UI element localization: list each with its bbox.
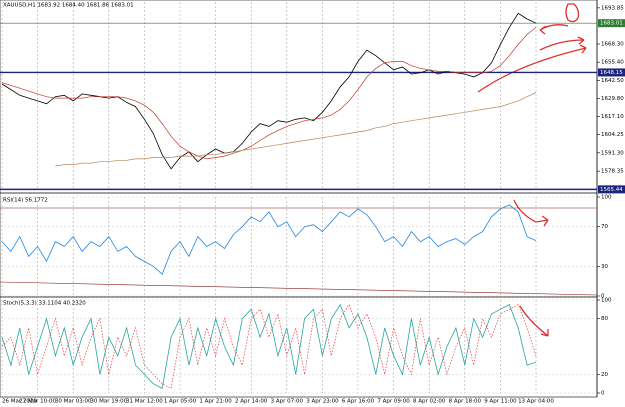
series-line — [1, 204, 537, 275]
x-tick-label: 9 Apr 11:00 — [484, 399, 517, 405]
level-label: 1565.44 — [600, 187, 623, 193]
y-tick-label: 1591.30 — [601, 150, 624, 156]
y-tick-label: 1604.25 — [601, 132, 624, 138]
annotation-arrow — [539, 36, 585, 51]
trend-line — [0, 281, 598, 296]
level-label: 1648.15 — [600, 70, 623, 76]
plot-frame — [0, 0, 598, 398]
y-tick-label: 80 — [601, 316, 608, 322]
x-tick-label: 7 Apr 09:00 — [377, 399, 410, 405]
x-tick-label: 8 Apr 02:00 — [413, 399, 446, 405]
x-tick-label: 2 Apr 14:00 — [235, 399, 268, 405]
x-tick-label: 13 Apr 04:00 — [518, 399, 554, 405]
level-label-box — [598, 185, 625, 194]
pane-title: XAUUSD,H1 1683.92 1684.40 1681.86 1683.0… — [3, 3, 134, 9]
series-line — [1, 303, 537, 389]
y-tick-label: 1629.80 — [601, 96, 624, 102]
y-tick-label: 1693.85 — [601, 5, 624, 11]
x-tick-label: 31 Mar 12:00 — [126, 399, 163, 405]
y-tick-label: 1617.10 — [601, 114, 624, 120]
level-label-box — [598, 68, 625, 77]
pane-title: Stoch(5,3,3) 33.1104 40.2320 — [3, 301, 86, 307]
level-label-box — [598, 19, 625, 28]
y-tick-label: 1655.40 — [601, 60, 624, 66]
series-line — [1, 27, 537, 160]
y-tick-label: 100 — [601, 298, 612, 304]
series-line — [55, 92, 537, 167]
y-tick-label: 1578.35 — [601, 169, 624, 175]
x-tick-label: 26 Mar 2020 — [2, 399, 37, 405]
annotation-circle — [565, 3, 580, 23]
series-line — [1, 303, 537, 390]
y-tick-label: 30 — [601, 264, 608, 270]
annotation-arrow — [477, 44, 587, 93]
x-tick-label: 1 Apr 05:00 — [164, 399, 197, 405]
y-tick-label: 70 — [601, 224, 608, 230]
y-tick-label: 100 — [601, 195, 612, 201]
x-tick-label: 27 Mar 10:00 — [19, 399, 56, 405]
pane-title: RSI(14) 56.1772 — [3, 198, 48, 204]
x-tick-label: 6 Apr 16:00 — [342, 399, 375, 405]
x-tick-label: 30 Mar 19:00 — [90, 399, 127, 405]
x-tick-label: 30 Mar 03:00 — [55, 399, 92, 405]
y-tick-label: 1642.50 — [601, 78, 624, 84]
x-tick-label: 8 Apr 18:00 — [449, 399, 482, 405]
annotation-arrow — [519, 305, 549, 337]
x-tick-label: 3 Apr 07:00 — [271, 399, 304, 405]
annotation-arrow — [539, 24, 569, 35]
y-tick-label: 0 — [601, 294, 605, 300]
x-tick-label: 1 Apr 21:00 — [199, 399, 232, 405]
y-tick-label: 0 — [601, 391, 605, 397]
x-tick-label: 3 Apr 23:00 — [306, 399, 339, 405]
y-tick-label: 20 — [601, 372, 608, 378]
level-label: 1683.01 — [600, 21, 623, 27]
y-tick-label: 1668.30 — [601, 41, 624, 47]
